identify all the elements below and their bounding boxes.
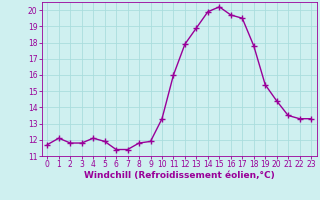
X-axis label: Windchill (Refroidissement éolien,°C): Windchill (Refroidissement éolien,°C) — [84, 171, 275, 180]
